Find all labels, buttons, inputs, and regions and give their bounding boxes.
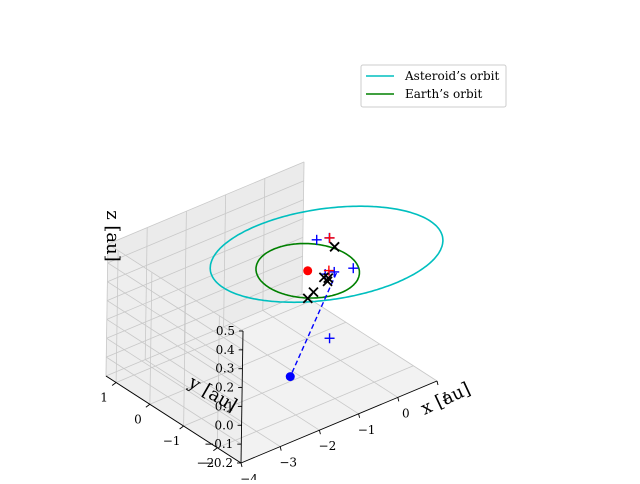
axes-grid: [105, 161, 438, 464]
x-tick-5: [436, 380, 439, 386]
grid-floor-y-1: [149, 321, 347, 405]
x-marker-1-b: [323, 273, 334, 284]
x-tick-label-2: −2: [319, 439, 337, 453]
z-tick-label-1: −0.1: [204, 437, 233, 451]
plus-marker-3: [324, 333, 335, 344]
z-tick-label-7: 0.5: [216, 324, 235, 338]
grid-side-z-5: [107, 281, 243, 370]
grid-back-x-1: [144, 227, 148, 360]
legend-label-earth: Earth’s orbit: [405, 87, 482, 101]
x-marker-3-b: [302, 293, 313, 304]
grid-floor-y-2: [183, 343, 380, 427]
grid-back-z-5: [107, 199, 304, 283]
y-axis-line: [105, 375, 242, 464]
legend-frame: [360, 64, 507, 108]
y-tick-label-3: −2: [197, 456, 215, 470]
z-tick-label-0: −0.2: [204, 456, 233, 470]
grid-side-y-2: [183, 294, 187, 427]
x-marker-3: [302, 293, 313, 304]
grid-floor-y-3: [217, 365, 414, 449]
z-axis-label: z [au]: [102, 210, 123, 262]
plus-marker-2: [348, 263, 359, 274]
z-tick-label-3: 0.1: [215, 399, 234, 413]
x-marker-5: [322, 276, 333, 287]
x-axis-line: [240, 380, 438, 464]
grid-floor-x-2: [184, 342, 320, 431]
orbit-curves: [209, 205, 444, 304]
y-tick-0: [111, 382, 117, 386]
asteroid-position-marker-0: [285, 372, 295, 382]
grid-floor-x-3: [223, 326, 359, 415]
x-tick-label-3: −1: [358, 423, 376, 437]
y-tick-label-0: 1: [100, 391, 108, 405]
orbit-markers: [285, 232, 359, 382]
z-tick-label-5: 0.3: [215, 362, 234, 376]
x-marker-0: [329, 241, 340, 252]
x-tick-label-4: 0: [402, 406, 410, 420]
grid-side-y-0: [115, 250, 119, 383]
axes-ticks: −4−3−2−10110−1−2−0.2−0.10.00.10.20.30.40…: [100, 324, 449, 484]
z-tick-label-6: 0.4: [216, 343, 235, 357]
grid-back-z-0: [105, 293, 303, 377]
grid-back-z-6: [107, 180, 304, 264]
grid-floor-x-1: [144, 359, 281, 447]
red-plus-marker-1: [323, 265, 334, 276]
earth-orbit-line: [255, 242, 361, 299]
z-tick-label-2: 0.0: [215, 418, 234, 432]
grid-back-x-0: [105, 243, 109, 377]
grid-side-z-7: [107, 243, 244, 332]
grid-back-z-2: [106, 255, 303, 339]
x-tick-0: [240, 462, 243, 468]
grid-side-y-3: [216, 315, 220, 448]
asteroid-orbit-line: [209, 205, 444, 304]
y-tick-label-1: 0: [134, 412, 142, 426]
grid-back-z-7: [107, 161, 305, 245]
grid-floor-x-4: [262, 310, 399, 398]
grid-back-x-5: [301, 161, 305, 295]
x-marker-0-b: [329, 241, 340, 252]
x-tick-label-5: 1: [441, 390, 449, 404]
z-tick-label-4: 0.2: [215, 381, 234, 395]
grid-back-x-2: [184, 211, 187, 344]
grid-back-x-3: [223, 194, 226, 327]
sun-marker-0: [303, 266, 313, 276]
grid-floor-y-0: [115, 300, 313, 383]
x-tick-3: [358, 413, 361, 418]
grid-floor-x-5: [301, 293, 438, 382]
x-tick-4: [397, 397, 400, 402]
y-tick-1: [145, 403, 151, 408]
x-tick-1: [279, 446, 282, 451]
legend: Asteroid’s orbit Earth’s orbit: [360, 64, 507, 108]
x-tick-2: [318, 430, 321, 435]
plus-marker-1: [311, 234, 322, 245]
y-tick-label-2: −1: [163, 434, 181, 448]
transfer-path-line: [289, 272, 338, 377]
grid-side-z-1: [106, 356, 242, 445]
grid-side-z-2: [106, 337, 242, 426]
y-tick-3: [213, 447, 218, 452]
grid-back-x-4: [262, 178, 266, 311]
grid-back-z-4: [106, 218, 304, 301]
axes-lines: [105, 330, 438, 464]
x-tick-label-0: −4: [240, 472, 258, 480]
legend-label-asteroid: Asteroid’s orbit: [404, 69, 499, 83]
x-marker-5-b: [322, 276, 333, 287]
z-axis-line: [240, 330, 244, 464]
x-tick-label-1: −3: [279, 456, 297, 470]
grid-side-z-6: [107, 262, 243, 351]
plus-marker-5: [329, 266, 340, 277]
grid-side-z-3: [106, 319, 243, 407]
red-plus-marker-0: [324, 232, 335, 243]
y-tick-2: [179, 425, 184, 430]
grid-side-z-4: [106, 300, 243, 388]
